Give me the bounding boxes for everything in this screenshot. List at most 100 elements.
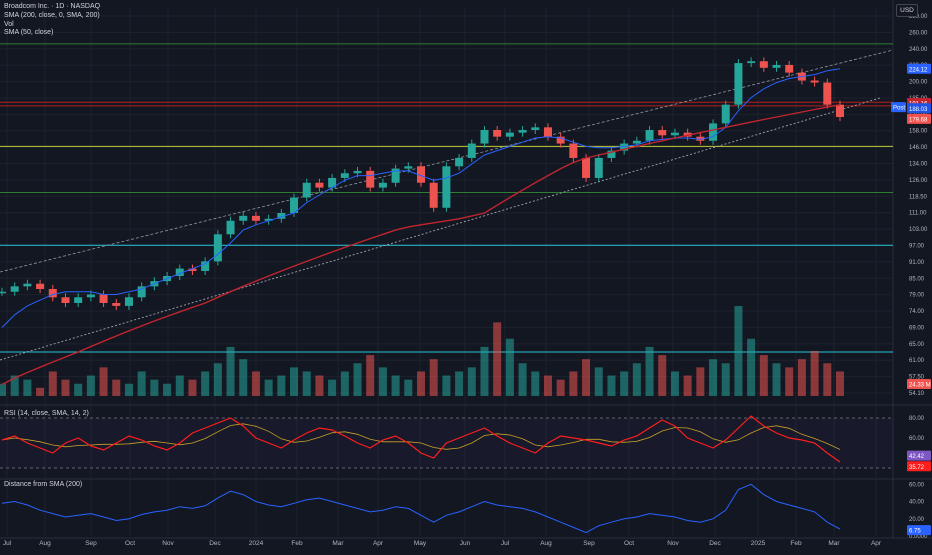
sma200-line	[1, 104, 841, 386]
dfs-tick-label: 20.00	[909, 517, 925, 523]
volume-bar	[251, 371, 260, 396]
rsi-ma-badge: 42.42	[909, 454, 925, 460]
volume-bar	[518, 363, 527, 396]
symbol-title[interactable]: Broadcom Inc. · 1D · NASDAQ	[4, 3, 101, 10]
volume-bar	[505, 338, 514, 396]
candle-body	[823, 82, 832, 105]
price-tick-label: 79.00	[909, 293, 925, 299]
candle-body	[429, 182, 438, 208]
candle-body	[543, 127, 552, 137]
volume-bar	[836, 371, 844, 396]
candle-body	[442, 166, 451, 208]
price-tick-label: 57.50	[909, 375, 925, 381]
dfs-pane-label[interactable]: Distance from SMA (200)	[4, 481, 83, 488]
volume-bar	[442, 375, 451, 396]
candle-body	[404, 166, 413, 169]
post-label: Post	[893, 106, 905, 112]
indicator-vol-label[interactable]: Vol	[4, 21, 14, 28]
volume-bar	[163, 383, 172, 396]
candle-body	[10, 286, 19, 292]
price-tick-label: 103.00	[909, 227, 928, 233]
volume-bar	[175, 375, 184, 396]
volume-bar	[569, 371, 578, 396]
rsi-ma-badge-bg	[907, 450, 931, 461]
candle-body	[785, 64, 794, 73]
volume-bar	[772, 363, 781, 396]
volume-bar	[670, 371, 679, 396]
volume-bar	[150, 379, 159, 396]
candle-body	[353, 170, 362, 174]
dfs-badge-bg	[907, 525, 931, 536]
volume-bar	[48, 371, 57, 396]
candle-body	[36, 283, 45, 289]
price-tick-label: 158.00	[909, 129, 928, 135]
volume-bar	[823, 363, 832, 396]
candle-body	[61, 297, 70, 303]
volume-bar	[696, 367, 705, 396]
candle-body	[709, 123, 718, 141]
indicator-sma200-label[interactable]: SMA (200, close, 0, SMA, 200)	[4, 12, 100, 19]
candle-body	[417, 166, 425, 183]
candle-body	[86, 294, 95, 298]
candle-body	[620, 143, 629, 151]
price-tick-label: 240.00	[909, 47, 928, 53]
candle-body	[264, 218, 273, 221]
volume-bar	[658, 355, 667, 396]
price-tick-label: 69.00	[909, 325, 925, 331]
price-tick-label: 65.00	[909, 342, 925, 348]
rsi-pane-label[interactable]: RSI (14, close, SMA, 14, 2)	[4, 410, 89, 417]
x-tick-label: Sep	[583, 540, 595, 547]
candle-body	[277, 213, 286, 219]
candle-body	[569, 143, 578, 158]
candle-body	[467, 143, 476, 158]
sma50-badge-bg	[907, 63, 931, 74]
volume-bar	[607, 375, 616, 396]
price-tick-label: 85.00	[909, 276, 925, 282]
post-price-badge-bg	[907, 103, 931, 114]
currency-button[interactable]: USD	[896, 4, 918, 17]
volume-bar	[328, 379, 337, 396]
candle-body	[137, 286, 146, 298]
volume-bar	[86, 375, 95, 396]
candle-body	[645, 130, 654, 141]
x-tick-label: Mar	[332, 540, 344, 547]
x-tick-label: Aug	[540, 540, 552, 547]
candle-body	[455, 157, 464, 167]
volume-bar	[302, 371, 311, 396]
volume-bar	[23, 379, 32, 396]
volume-bar	[277, 375, 286, 396]
price-tick-label: 97.00	[909, 243, 925, 249]
trendline-lower	[0, 97, 881, 361]
candle-body	[582, 157, 591, 178]
candle-body	[302, 182, 311, 198]
price-tick-label: 111.00	[909, 211, 927, 217]
indicator-sma50-label[interactable]: SMA (50, close)	[4, 29, 54, 36]
candle-body	[251, 215, 260, 221]
post-label-bg	[891, 102, 906, 113]
volume-bar	[429, 359, 438, 396]
candle-body	[226, 220, 235, 235]
price-tick-label: 134.00	[909, 162, 928, 168]
candle-body	[201, 261, 210, 272]
candle-body	[836, 104, 844, 117]
rsi-badge-bg	[907, 461, 931, 472]
price-tick-label: 91.00	[909, 260, 925, 266]
x-tick-label: Dec	[709, 540, 721, 547]
volume-bar	[226, 346, 235, 396]
x-tick-label: Oct	[624, 540, 634, 547]
volume-bar	[480, 346, 489, 396]
volume-bar	[124, 383, 133, 396]
x-tick-label: Jun	[460, 540, 471, 547]
volume-badge: 24.33 M	[909, 383, 931, 389]
x-tick-label: Sep	[85, 540, 97, 547]
volume-bar	[239, 359, 248, 396]
candle-body	[188, 268, 197, 272]
price-tick-label: 54.10	[909, 391, 925, 397]
candle-body	[175, 268, 184, 277]
candle-body	[480, 130, 489, 144]
volume-bar	[785, 367, 794, 396]
candle-body	[810, 80, 819, 83]
candle-body	[213, 234, 222, 262]
